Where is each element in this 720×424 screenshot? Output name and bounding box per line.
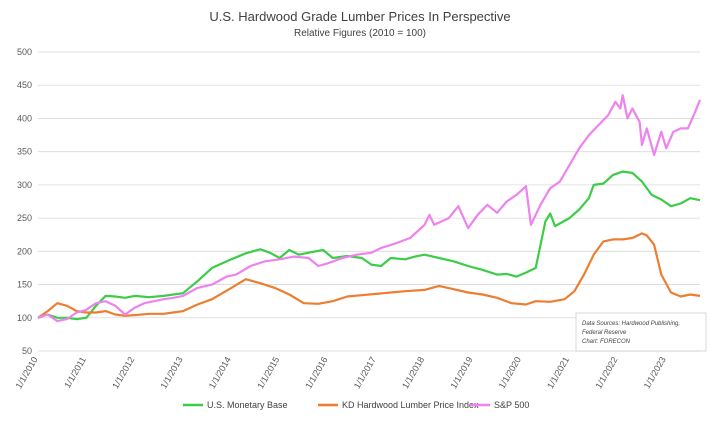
note-line-1: Data Sources: Hardwood Publishing, [582, 321, 680, 327]
x-axis: 1/1/2010 1/1/2011 1/1/2012 1/1/2013 1/1/2014… [14, 355, 668, 390]
x-tick-label: 1/1/2015 [255, 355, 281, 390]
legend-label-1: KD Hardwood Lumber Price Index [342, 400, 479, 410]
x-tick-label: 1/1/2014 [207, 355, 233, 390]
x-tick-label: 1/1/2018 [400, 355, 426, 390]
y-tick-label: 250 [17, 213, 32, 223]
x-tick-label: 1/1/2010 [14, 355, 40, 390]
chart-subtitle: Relative Figures (2010 = 100) [294, 28, 426, 39]
note-box [575, 312, 707, 352]
legend-label-0: U.S. Monetary Base [207, 400, 288, 410]
y-tick-label: 450 [17, 80, 32, 90]
y-tick-label: 200 [17, 246, 32, 256]
y-tick-label: 500 [17, 47, 32, 57]
note-line-2: Federal Reserve [582, 330, 627, 336]
x-tick-label: 1/1/2021 [545, 355, 571, 390]
series-line-2 [37, 94, 702, 323]
x-tick-label: 1/1/2016 [303, 355, 329, 390]
x-tick-label: 1/1/2017 [352, 355, 378, 390]
grid-lines [38, 51, 700, 352]
x-tick-label: 1/1/2011 [62, 355, 88, 390]
x-tick-label: 1/1/2013 [159, 355, 185, 390]
y-tick-label: 350 [17, 147, 32, 157]
series-lines [37, 94, 702, 323]
x-tick-label: 1/1/2023 [642, 355, 668, 390]
y-tick-label: 100 [17, 313, 32, 323]
series-line-1 [37, 232, 701, 319]
y-tick-label: 300 [17, 180, 32, 190]
series-line-0 [37, 170, 701, 321]
x-tick-label: 1/1/2012 [110, 355, 136, 390]
x-tick-label: 1/1/2020 [497, 355, 523, 390]
y-tick-label: 150 [17, 280, 32, 290]
legend-label-2: S&P 500 [494, 400, 529, 410]
x-tick-label: 1/1/2019 [448, 355, 474, 390]
chart-title: U.S. Hardwood Grade Lumber Prices In Per… [209, 9, 510, 24]
y-tick-label: 400 [17, 113, 32, 123]
data-source-note: Data Sources: Hardwood Publishing, Feder… [575, 312, 707, 352]
y-axis: 50 100 150 200 250 300 350 400 450 500 [17, 47, 32, 356]
y-tick-label: 50 [22, 346, 32, 356]
legend: U.S. Monetary Base KD Hardwood Lumber Pri… [183, 400, 529, 410]
note-line-3: Chart: FORECON [582, 339, 631, 345]
x-tick-label: 1/1/2022 [593, 355, 619, 390]
